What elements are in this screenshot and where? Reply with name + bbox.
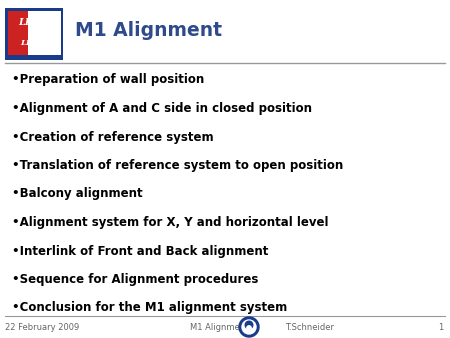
Bar (8, 10, 28, 55)
Text: M1 Alignment: M1 Alignment (75, 22, 222, 41)
Text: LHCb: LHCb (18, 18, 50, 27)
Text: •Conclusion for the M1 alignment system: •Conclusion for the M1 alignment system (12, 301, 287, 314)
Text: 1: 1 (438, 322, 443, 332)
Text: •Creation of reference system: •Creation of reference system (12, 130, 214, 144)
Circle shape (245, 321, 253, 329)
Text: •Translation of reference system to open position: •Translation of reference system to open… (12, 159, 343, 172)
Text: •Sequence for Alignment procedures: •Sequence for Alignment procedures (12, 273, 258, 286)
Text: 22 February 2009: 22 February 2009 (5, 322, 79, 332)
Text: •Preparation of wall position: •Preparation of wall position (12, 73, 204, 87)
Text: T.Schneider: T.Schneider (285, 322, 334, 332)
Text: •Alignment of A and C side in closed position: •Alignment of A and C side in closed pos… (12, 102, 312, 115)
Bar (27, 10, 61, 55)
Text: LHCP: LHCP (21, 39, 47, 47)
Text: •Interlink of Front and Back alignment: •Interlink of Front and Back alignment (12, 244, 268, 258)
Circle shape (239, 317, 259, 337)
Bar (5, 8, 63, 60)
Text: M1 Alignment: M1 Alignment (190, 322, 248, 332)
Text: •Alignment system for X, Y and horizontal level: •Alignment system for X, Y and horizonta… (12, 216, 328, 229)
Circle shape (247, 326, 251, 330)
Circle shape (242, 320, 256, 334)
Text: •Balcony alignment: •Balcony alignment (12, 188, 143, 200)
